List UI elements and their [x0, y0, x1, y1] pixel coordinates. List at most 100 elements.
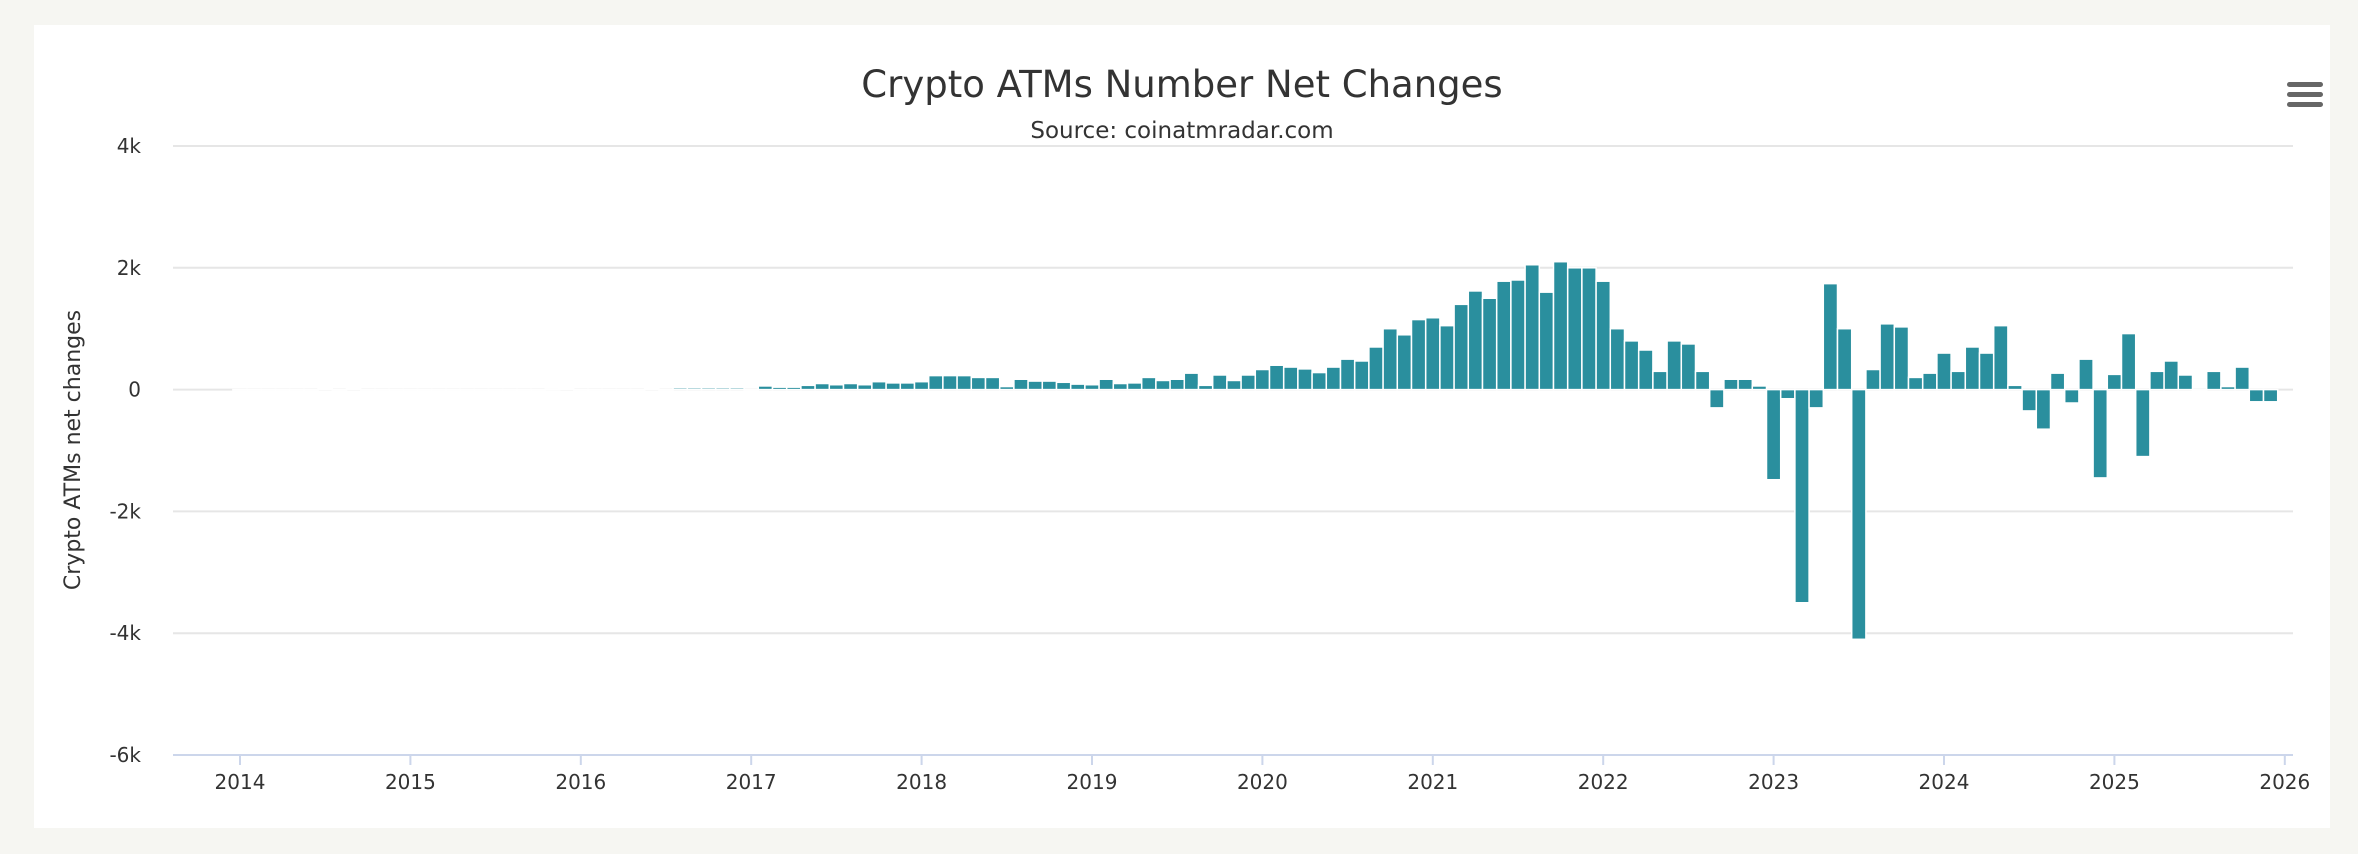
bar: [1510, 279, 1526, 391]
bar: [2078, 358, 2094, 391]
bar: [771, 386, 788, 391]
bar: [1453, 303, 1470, 391]
bar: [1084, 383, 1100, 391]
bar: [615, 388, 632, 391]
bar: [1637, 349, 1654, 391]
y-tick-label: 0: [128, 378, 141, 402]
bar: [246, 388, 263, 391]
x-tick-label: 2023: [1748, 770, 1799, 794]
bar: [729, 387, 745, 391]
y-tick-label: 4k: [117, 134, 142, 158]
bar: [2191, 388, 2208, 391]
bar: [2163, 360, 2180, 391]
bar: [601, 388, 618, 391]
bar: [1098, 378, 1115, 391]
bar: [1765, 388, 1782, 481]
x-tick-label: 2024: [1919, 770, 1970, 794]
bar: [2177, 374, 2194, 391]
bar: [1126, 382, 1143, 391]
bar: [2262, 388, 2279, 403]
bar: [1495, 280, 1512, 391]
bar: [629, 388, 646, 391]
bar: [516, 388, 532, 391]
bar: [871, 380, 887, 391]
bar: [1027, 380, 1044, 391]
bar: [260, 388, 277, 391]
bar: [714, 387, 731, 391]
bar: [1836, 327, 1853, 391]
x-tick-label: 2021: [1407, 770, 1458, 794]
bar: [1041, 380, 1058, 391]
x-tick-label: 2026: [2259, 770, 2310, 794]
bar: [1921, 372, 1938, 391]
bar: [1794, 388, 1810, 604]
bar: [970, 376, 987, 391]
bar: [374, 388, 390, 391]
hamburger-menu-icon[interactable]: [2287, 82, 2323, 108]
bar: [487, 388, 504, 391]
bar: [1297, 368, 1313, 391]
bar: [1155, 379, 1171, 391]
bar: [1950, 370, 1967, 391]
bar: [1581, 267, 1597, 391]
bar: [1382, 327, 1399, 391]
bar: [1112, 382, 1129, 391]
x-tick-label: 2018: [896, 770, 947, 794]
bar: [1879, 323, 1896, 391]
bar: [1197, 384, 1214, 391]
bar: [1254, 368, 1271, 391]
chart-title: Crypto ATMs Number Net Changes: [861, 63, 1503, 106]
bar: [1226, 379, 1242, 391]
bar: [1552, 260, 1569, 391]
bar: [757, 385, 774, 391]
bar: [1779, 388, 1796, 400]
bar: [274, 388, 291, 391]
bar: [1240, 374, 1257, 391]
bar: [572, 388, 589, 391]
bar: [288, 388, 305, 391]
bar: [317, 387, 334, 391]
bar: [1566, 267, 1583, 391]
bar: [1708, 388, 1725, 409]
bar: [1013, 378, 1029, 391]
bar: [1311, 371, 1328, 391]
bar: [1623, 340, 1640, 391]
bar: [402, 388, 419, 391]
bar: [1609, 327, 1626, 391]
bar: [416, 388, 433, 391]
bar: [885, 382, 902, 391]
bar: [1538, 291, 1555, 391]
bar: [998, 385, 1015, 391]
bar: [2092, 388, 2109, 479]
bar: [1467, 290, 1484, 391]
bar: [686, 387, 703, 391]
bar: [1666, 340, 1683, 391]
bar: [942, 374, 958, 391]
bar: [2205, 370, 2222, 391]
bar: [1694, 370, 1711, 391]
bar: [345, 387, 362, 391]
bar: [1183, 372, 1200, 391]
bar: [1723, 378, 1739, 391]
bar: [1439, 324, 1455, 391]
bar: [984, 376, 1001, 391]
bar: [927, 374, 944, 391]
bar: [1595, 280, 1612, 391]
bar: [1652, 370, 1668, 391]
bar: [2220, 385, 2236, 391]
bar: [1524, 264, 1541, 391]
bar: [2134, 388, 2151, 458]
bar: [842, 382, 859, 391]
x-tick-label: 2015: [385, 770, 436, 794]
bar: [1737, 378, 1754, 391]
x-tick-label: 2019: [1067, 770, 1118, 794]
bar: [700, 387, 717, 391]
bar: [501, 388, 518, 391]
bar: [1268, 364, 1285, 391]
bar: [1992, 324, 2009, 391]
bar: [2049, 372, 2066, 391]
bar: [303, 388, 319, 391]
bar: [544, 388, 561, 391]
bar: [1140, 376, 1157, 391]
bar: [530, 388, 547, 391]
